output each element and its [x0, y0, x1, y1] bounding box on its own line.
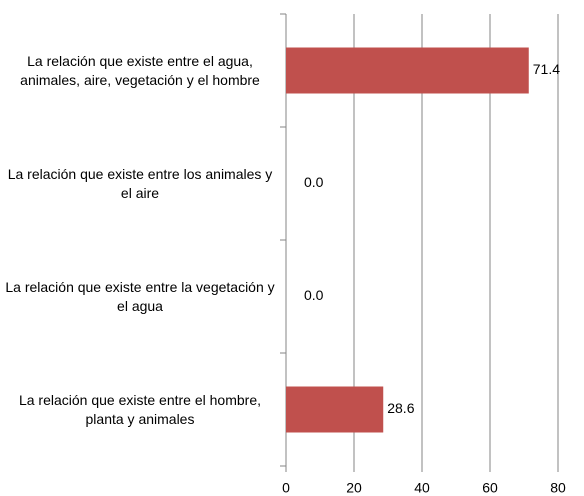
value-label: 28.6 — [387, 400, 414, 416]
y-tick-label: La relación que existe entre el hombre, … — [18, 391, 262, 427]
value-label: 0.0 — [304, 174, 324, 190]
x-tick-label: 20 — [346, 480, 362, 496]
y-tick-label: La relación que existe entre la vegetaci… — [5, 278, 275, 314]
x-tick-label: 40 — [414, 480, 430, 496]
bar — [286, 47, 529, 94]
value-label: 71.4 — [533, 61, 560, 77]
y-tick-label: La relación que existe entre el agua, an… — [20, 52, 260, 88]
value-label: 0.0 — [304, 287, 324, 303]
x-tick-label: 60 — [482, 480, 498, 496]
x-tick-label: 80 — [550, 480, 566, 496]
y-tick-label: La relación que existe entre los animale… — [7, 165, 273, 201]
bar — [286, 386, 384, 433]
x-tick-label: 0 — [282, 480, 290, 496]
